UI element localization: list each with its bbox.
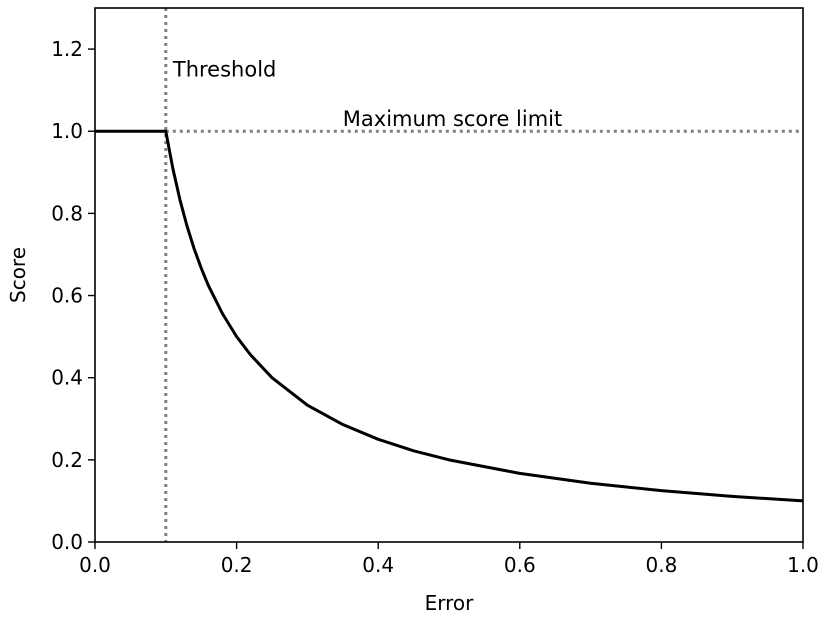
reference-lines (164, 8, 803, 542)
y-tick-label: 0.8 (51, 201, 83, 225)
x-axis-label: Error (425, 591, 475, 615)
annotations: Threshold Maximum score limit (172, 58, 562, 131)
y-tick-label: 0.2 (51, 448, 83, 472)
x-tick-label: 1.0 (787, 553, 819, 577)
axis-ticks: 0.0 0.2 0.4 0.6 0.8 1.0 0.0 0.2 0.4 0.6 0.8 1.0 1.2 (51, 37, 819, 577)
y-tick-label: 1.0 (51, 119, 83, 143)
x-tick-label: 0.4 (362, 553, 394, 577)
y-tick-label: 0.4 (51, 366, 83, 390)
series-layer (95, 129, 804, 503)
series-line-0 (95, 129, 804, 503)
y-tick-label: 1.2 (51, 37, 83, 61)
max-score-annotation: Maximum score limit (343, 107, 562, 131)
x-tick-label: 0.6 (504, 553, 536, 577)
x-tick-label: 0.0 (79, 553, 111, 577)
y-tick-label: 0.0 (51, 530, 83, 554)
y-tick-label: 0.6 (51, 284, 83, 308)
plot-frame (94, 7, 804, 543)
x-tick-label: 0.2 (221, 553, 253, 577)
y-axis-label: Score (6, 247, 30, 303)
threshold-annotation: Threshold (172, 58, 277, 82)
x-tick-label: 0.8 (645, 553, 677, 577)
